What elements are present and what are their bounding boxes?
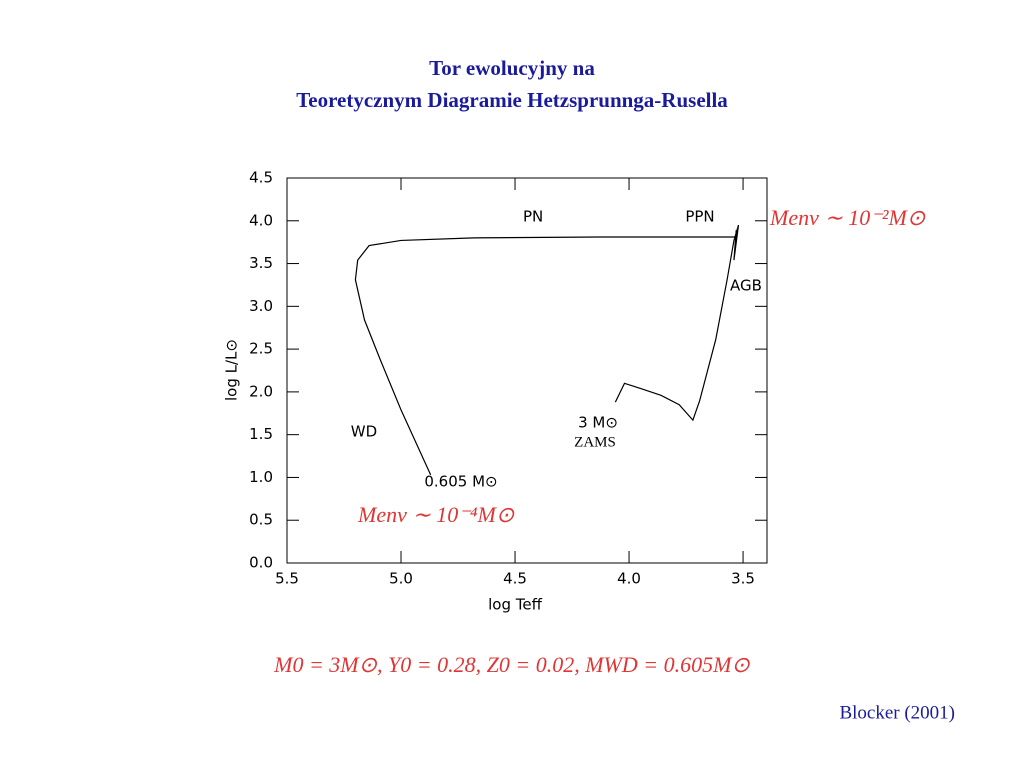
x-axis-label: log Teff [488, 596, 542, 614]
y-tick-label: 3.0 [249, 297, 273, 315]
source: Blocker (2001) [839, 702, 955, 723]
y-axis-label: log L/L⊙ [223, 339, 241, 401]
evolution-track [354, 224, 740, 476]
caption: M0 = 3M⊙, Y0 = 0.28, Z0 = 0.02, MWD = 0.… [273, 652, 750, 677]
x-tick-label: 5.0 [389, 570, 413, 588]
annotation: AGB [730, 277, 762, 295]
x-tick-label: 5.5 [275, 570, 299, 588]
y-tick-label: 0.5 [249, 511, 273, 529]
subtitle: Teoretycznym Diagramie Hetzsprunnga-Ruse… [296, 88, 728, 112]
y-tick-label: 1.0 [249, 468, 273, 486]
y-tick-label: 4.0 [249, 211, 273, 229]
annotation: WD [351, 423, 377, 441]
y-tick-label: 2.5 [249, 340, 273, 358]
annotation: Menv ∼ 10⁻²M⊙ [769, 205, 926, 230]
annotation: 3 M⊙ [578, 414, 618, 432]
y-tick-label: 4.5 [249, 169, 273, 187]
y-tick-label: 2.0 [249, 382, 273, 400]
x-tick-label: 3.5 [731, 570, 755, 588]
title: Tor ewolucyjny na [429, 56, 595, 80]
y-tick-label: 0.0 [249, 554, 273, 572]
annotation: Menv ∼ 10⁻⁴M⊙ [357, 502, 515, 527]
plot-frame [286, 177, 768, 564]
annotation: 0.605 M⊙ [424, 473, 497, 491]
x-tick-label: 4.0 [617, 570, 641, 588]
annotation: ZAMS [574, 434, 616, 450]
annotation: PPN [685, 208, 714, 226]
x-tick-label: 4.5 [503, 570, 527, 588]
annotation: PN [523, 208, 543, 226]
y-tick-label: 3.5 [249, 254, 273, 272]
y-tick-label: 1.5 [249, 425, 273, 443]
